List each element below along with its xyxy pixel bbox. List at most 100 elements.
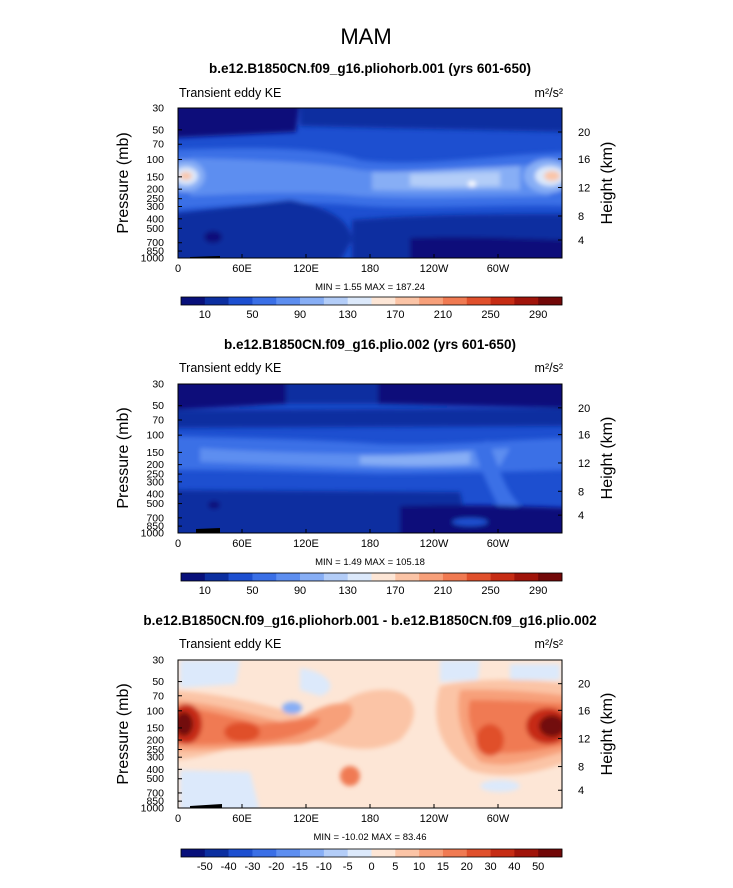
x-tick-label: 120E xyxy=(293,813,319,825)
y2-tick-label: 20 xyxy=(578,679,590,691)
x-tick-label: 0 xyxy=(175,538,181,550)
colorbar-swatch xyxy=(442,849,468,857)
y-tick-label: 850 xyxy=(146,521,164,533)
y-tick-label: 30 xyxy=(152,379,164,391)
y-tick-label: 850 xyxy=(146,796,164,808)
y2-tick-label: 12 xyxy=(578,733,590,745)
colorbar-swatch xyxy=(276,297,301,305)
x-tick-label: 60E xyxy=(232,538,252,550)
colorbar-swatch xyxy=(538,849,563,857)
y-tick-label: 400 xyxy=(146,489,164,501)
panel-3-variable: Transient eddy KE xyxy=(179,637,281,651)
y2-tick-label: 4 xyxy=(578,235,584,247)
colorbar-swatch xyxy=(181,573,206,581)
colorbar-label: -50 xyxy=(197,861,213,873)
panel-3-colorbar: -50 -40 -30 -20 -15 -10 -5 0 5 10 15 20 30 40 50 xyxy=(180,848,563,873)
panel-3-ylabel: Pressure (mb) xyxy=(115,683,132,784)
panel-1-field xyxy=(178,108,562,258)
colorbar-swatch xyxy=(181,297,206,305)
colorbar-swatch xyxy=(442,297,468,305)
panel-3-y2label: Height (km) xyxy=(599,693,616,776)
x-tick-label: 60W xyxy=(487,538,510,550)
colorbar-swatch xyxy=(347,573,372,581)
panel-3-title: b.e12.B1850CN.f09_g16.pliohorb.001 - b.e… xyxy=(143,613,596,628)
panel-1-title: b.e12.B1850CN.f09_g16.pliohorb.001 (yrs … xyxy=(209,61,531,76)
colorbar-swatch xyxy=(395,573,420,581)
y-tick-label: 500 xyxy=(146,773,164,785)
y-tick-label: 70 xyxy=(152,139,164,151)
colorbar-swatch xyxy=(323,849,348,857)
colorbar-swatch xyxy=(514,297,539,305)
colorbar-swatch xyxy=(323,297,348,305)
x-tick-label: 60E xyxy=(232,263,252,275)
colorbar-frame xyxy=(180,848,563,858)
colorbar-label: 170 xyxy=(386,309,404,321)
panel-3-units: m²/s² xyxy=(535,637,563,651)
colorbar-swatch xyxy=(538,297,563,305)
panel-1-ylabel: Pressure (mb) xyxy=(115,132,132,233)
y-tick-label: 30 xyxy=(152,103,164,115)
y2-tick-label: 4 xyxy=(578,510,584,522)
colorbar-label: -20 xyxy=(268,861,284,873)
colorbar-swatch xyxy=(371,573,396,581)
colorbar-swatch xyxy=(395,849,420,857)
y-tick-label: 700 xyxy=(146,512,164,524)
colorbar-label: 50 xyxy=(246,309,258,321)
y-tick-label: 30 xyxy=(152,655,164,667)
y2-tick-label: 16 xyxy=(578,705,590,717)
colorbar-label: -15 xyxy=(292,861,308,873)
colorbar-label: 10 xyxy=(199,309,211,321)
y-tick-label: 200 xyxy=(146,459,164,471)
y-tick-label: 50 xyxy=(152,676,164,688)
colorbar-swatch xyxy=(228,573,253,581)
panel-2: b.e12.B1850CN.f09_g16.plio.002 (yrs 601-… xyxy=(115,337,616,597)
colorbar-swatch xyxy=(204,573,229,581)
colorbar-swatch xyxy=(395,297,420,305)
colorbar-label: 210 xyxy=(434,309,452,321)
colorbar-label: 20 xyxy=(461,861,473,873)
panel-1-units: m²/s² xyxy=(535,86,563,100)
panel-1-variable: Transient eddy KE xyxy=(179,86,281,100)
y-tick-label: 200 xyxy=(146,735,164,747)
colorbar-label: 5 xyxy=(392,861,398,873)
panel-2-ylabel: Pressure (mb) xyxy=(115,407,132,508)
panel-2-axes: 0 60E 120E 180 120W 60W3050701001502002503004… xyxy=(141,379,591,551)
panel-1-y2label: Height (km) xyxy=(599,142,616,225)
y-tick-label: 500 xyxy=(146,498,164,510)
panel-2-units: m²/s² xyxy=(535,361,563,375)
y-tick-label: 150 xyxy=(146,722,164,734)
panel-1-minmax: MIN = 1.55 MAX = 187.24 xyxy=(315,282,425,293)
colorbar-label: 15 xyxy=(437,861,449,873)
colorbar-swatch xyxy=(276,573,301,581)
y-tick-label: 200 xyxy=(146,184,164,196)
y2-tick-label: 8 xyxy=(578,762,584,774)
y-tick-label: 250 xyxy=(146,469,164,481)
x-tick-label: 180 xyxy=(361,813,379,825)
y-tick-label: 1000 xyxy=(141,803,165,815)
colorbar-swatch xyxy=(466,849,491,857)
panel-1-axes: 0 60E 120E 180 120W 60W3050701001502002503004… xyxy=(141,103,591,276)
colorbar-label: 10 xyxy=(413,861,425,873)
colorbar-label: 10 xyxy=(199,585,211,597)
colorbar-swatch xyxy=(490,297,515,305)
panel-2-field xyxy=(178,384,562,533)
y-tick-label: 100 xyxy=(146,705,164,717)
colorbar-swatch xyxy=(228,849,253,857)
y-tick-label: 250 xyxy=(146,193,164,205)
colorbar-swatch xyxy=(252,849,277,857)
colorbar-swatch xyxy=(300,573,325,581)
y-tick-label: 1000 xyxy=(141,253,165,265)
colorbar-swatch xyxy=(490,573,515,581)
colorbar-swatch xyxy=(371,849,396,857)
x-tick-label: 0 xyxy=(175,263,181,275)
colorbar-swatch xyxy=(514,573,539,581)
panel-1: b.e12.B1850CN.f09_g16.pliohorb.001 (yrs … xyxy=(115,61,616,321)
colorbar-swatch xyxy=(419,573,444,581)
y-tick-label: 1000 xyxy=(141,528,165,540)
y2-tick-label: 20 xyxy=(578,127,590,139)
colorbar-label: -40 xyxy=(221,861,237,873)
y2-tick-label: 8 xyxy=(578,486,584,498)
colorbar-swatch xyxy=(347,849,372,857)
colorbar-swatch xyxy=(276,849,301,857)
